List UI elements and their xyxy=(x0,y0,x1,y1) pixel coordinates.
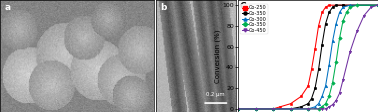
Co-450 xyxy=(253,108,258,110)
Co-350 xyxy=(327,12,331,13)
Co-250 xyxy=(288,103,293,104)
Co-250 xyxy=(236,108,240,110)
Co-450 xyxy=(369,7,373,8)
Co-300 xyxy=(313,106,317,108)
Co-450 xyxy=(320,108,324,110)
Co-300 xyxy=(271,108,275,110)
Co-250 xyxy=(323,7,328,8)
Co-250 xyxy=(316,25,321,27)
Co-350 xyxy=(320,44,324,45)
Legend: Co-250, Co-350, Co-300, Co-350, Co-450: Co-250, Co-350, Co-300, Co-350, Co-450 xyxy=(240,4,268,34)
Line: Co-350: Co-350 xyxy=(237,4,378,110)
Co-300 xyxy=(376,4,378,6)
Co-250 xyxy=(313,48,317,49)
Co-350 xyxy=(253,108,258,110)
Co-350 xyxy=(320,106,324,108)
Co-450 xyxy=(376,4,378,6)
Co-250 xyxy=(309,69,314,70)
Co-350 xyxy=(306,108,310,110)
Co-350 xyxy=(323,103,328,104)
Co-300 xyxy=(337,12,342,13)
Co-300 xyxy=(253,108,258,110)
Y-axis label: Conversion (%): Conversion (%) xyxy=(214,29,221,83)
Line: Co-450: Co-450 xyxy=(237,4,378,110)
Co-350 xyxy=(236,108,240,110)
Co-250 xyxy=(327,4,331,6)
Co-300 xyxy=(316,103,321,104)
Co-250 xyxy=(253,108,258,110)
Co-350 xyxy=(288,108,293,110)
Line: Co-350: Co-350 xyxy=(237,4,378,110)
Co-350 xyxy=(337,38,342,39)
Co-350 xyxy=(236,108,240,110)
Co-350 xyxy=(271,108,275,110)
Co-450 xyxy=(327,106,331,108)
Co-450 xyxy=(306,108,310,110)
Co-300 xyxy=(341,7,345,8)
Co-300 xyxy=(323,85,328,87)
Co-300 xyxy=(330,41,335,42)
Co-450 xyxy=(337,93,342,94)
Co-300 xyxy=(348,4,352,6)
Text: a: a xyxy=(5,3,11,12)
Co-300 xyxy=(288,108,293,110)
Line: Co-300: Co-300 xyxy=(237,4,378,110)
Co-450 xyxy=(362,15,366,16)
Co-350 xyxy=(330,82,335,84)
Co-350 xyxy=(341,4,345,6)
Text: C: C xyxy=(240,2,246,11)
Co-450 xyxy=(348,51,352,53)
Co-350 xyxy=(376,4,378,6)
Co-450 xyxy=(355,30,359,32)
Co-350 xyxy=(271,108,275,110)
Co-450 xyxy=(330,104,335,105)
Line: Co-250: Co-250 xyxy=(237,4,378,110)
Co-350 xyxy=(309,98,314,99)
Co-350 xyxy=(316,108,321,110)
Co-350 xyxy=(348,7,352,8)
Text: b: b xyxy=(160,3,167,12)
Co-250 xyxy=(278,106,282,108)
Co-350 xyxy=(355,4,359,6)
Co-250 xyxy=(299,96,303,97)
Co-350 xyxy=(316,69,321,70)
Co-300 xyxy=(236,108,240,110)
Co-350 xyxy=(344,12,349,13)
Co-300 xyxy=(306,108,310,110)
Co-250 xyxy=(376,4,378,6)
Co-350 xyxy=(313,87,317,89)
Co-450 xyxy=(288,108,293,110)
Co-300 xyxy=(334,23,338,25)
Co-450 xyxy=(334,100,338,101)
Co-250 xyxy=(271,108,275,110)
Co-300 xyxy=(320,96,324,97)
Co-350 xyxy=(376,4,378,6)
Co-350 xyxy=(299,106,303,108)
Co-350 xyxy=(334,62,338,63)
Co-350 xyxy=(327,96,331,97)
Co-350 xyxy=(334,4,338,6)
Co-350 xyxy=(253,108,258,110)
Co-250 xyxy=(320,12,324,13)
Co-450 xyxy=(323,108,328,110)
Co-450 xyxy=(271,108,275,110)
Text: 0.2 μm: 0.2 μm xyxy=(206,92,225,97)
Co-350 xyxy=(330,7,335,8)
Co-350 xyxy=(306,103,310,104)
Co-300 xyxy=(327,65,331,66)
Co-450 xyxy=(236,108,240,110)
Co-350 xyxy=(288,108,293,110)
Co-350 xyxy=(341,20,345,21)
Co-250 xyxy=(341,4,345,6)
Co-350 xyxy=(323,23,328,25)
Co-450 xyxy=(341,79,345,81)
Co-250 xyxy=(306,85,310,87)
